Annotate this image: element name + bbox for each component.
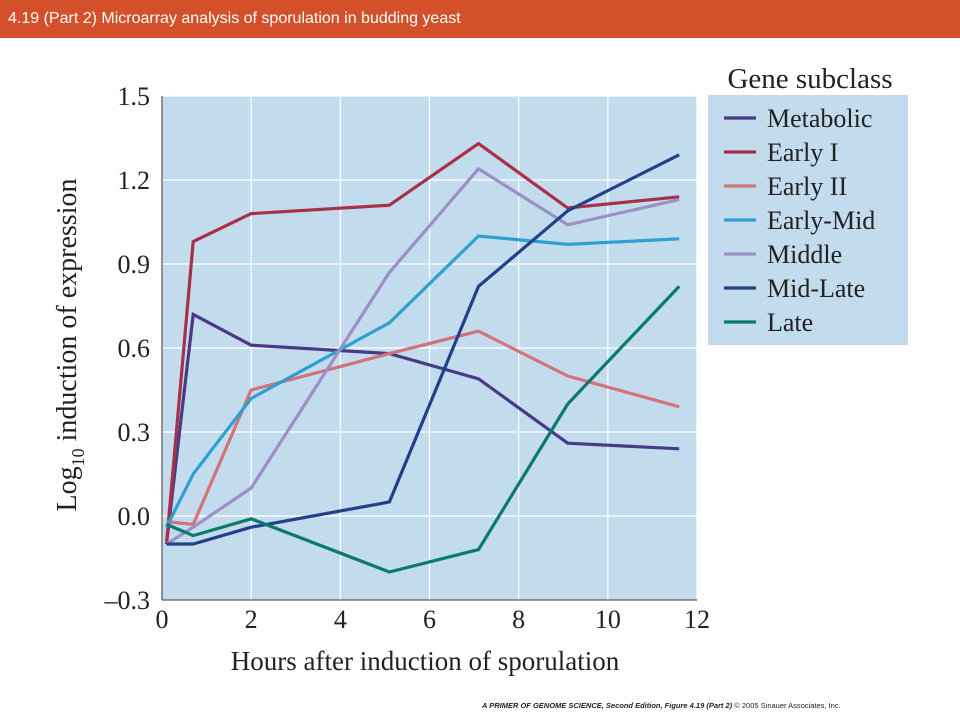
title-bar: 4.19 (Part 2) Microarray analysis of spo… bbox=[0, 0, 960, 38]
legend-label-middle: Middle bbox=[767, 240, 842, 269]
series-line-late bbox=[165, 285, 681, 574]
legend-label-metabolic: Metabolic bbox=[767, 104, 872, 133]
legend-label-early-ii: Early II bbox=[767, 172, 847, 201]
y-axis-title-suffix: induction of expression bbox=[52, 179, 83, 449]
legend-label-early-mid: Early-Mid bbox=[767, 206, 875, 235]
y-tick-label: 0.3 bbox=[118, 418, 151, 447]
legend-label-mid-late: Mid-Late bbox=[767, 274, 865, 303]
series-line-middle bbox=[165, 166, 680, 546]
x-tick-label: 8 bbox=[512, 605, 525, 634]
y-axis-title-subscript: 10 bbox=[68, 448, 88, 466]
series-line-early-mid bbox=[165, 234, 680, 528]
x-tick-label: 4 bbox=[334, 605, 347, 634]
x-tick-label: 0 bbox=[156, 605, 169, 634]
footer-bold: A PRIMER OF GENOME SCIENCE, Second Editi… bbox=[482, 701, 733, 710]
slide-title: 4.19 (Part 2) Microarray analysis of spo… bbox=[8, 10, 461, 27]
x-tick-label: 10 bbox=[595, 605, 621, 634]
y-tick-label: 1.2 bbox=[118, 166, 151, 195]
y-axis-title-prefix: Log bbox=[52, 466, 83, 511]
footer-credit: A PRIMER OF GENOME SCIENCE, Second Editi… bbox=[482, 701, 841, 710]
x-tick-label: 2 bbox=[245, 605, 258, 634]
x-tick-label: 12 bbox=[684, 605, 710, 634]
x-tick-label: 6 bbox=[423, 605, 436, 634]
y-tick-label: 0.9 bbox=[118, 250, 151, 279]
y-axis-title: Log10 induction of expression bbox=[52, 179, 88, 512]
series-line-early-ii bbox=[166, 329, 680, 527]
legend-label-early-i: Early I bbox=[767, 138, 838, 167]
y-tick-label: 0.6 bbox=[118, 334, 151, 363]
legend-title: Gene subclass bbox=[727, 63, 892, 95]
series-line-early-i bbox=[164, 141, 680, 545]
series-line-mid-late bbox=[166, 153, 680, 546]
y-tick-label: 1.5 bbox=[118, 82, 151, 111]
footer-tail: © 2005 Sinauer Associates, Inc. bbox=[732, 701, 841, 710]
y-tick-label: 0.0 bbox=[118, 502, 151, 531]
y-tick-label: –0.3 bbox=[104, 586, 151, 615]
x-axis-title: Hours after induction of sporulation bbox=[231, 646, 620, 676]
legend-label-late: Late bbox=[767, 308, 813, 337]
